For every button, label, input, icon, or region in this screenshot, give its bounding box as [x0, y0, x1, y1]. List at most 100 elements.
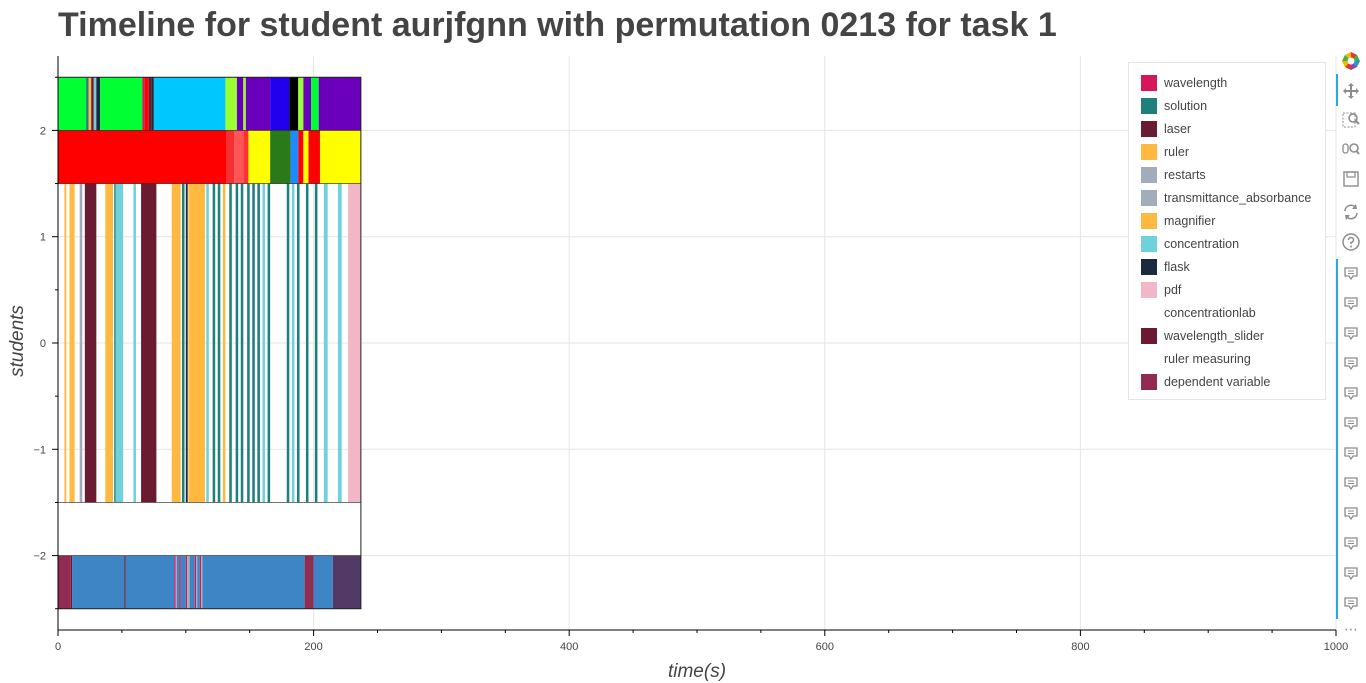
y-axis-label: students	[7, 305, 28, 377]
hover-icon[interactable]	[1340, 593, 1362, 615]
timeline-segment	[303, 77, 312, 131]
legend-item[interactable]: solution	[1129, 94, 1325, 117]
x-tick-label: 600	[816, 641, 834, 653]
legend-item[interactable]: flask	[1129, 255, 1325, 278]
pan-active-indicator	[1336, 74, 1338, 106]
legend-item[interactable]: ruler	[1129, 140, 1325, 163]
legend-item[interactable]: pdf	[1129, 278, 1325, 301]
timeline-segment	[304, 555, 314, 609]
timeline-segment	[235, 183, 239, 503]
y-tick-label: −1	[33, 444, 46, 456]
timeline-segment	[174, 555, 176, 609]
more-tools-button[interactable]: ⋯	[1344, 620, 1358, 637]
timeline-segment	[313, 555, 333, 609]
legend-item[interactable]: dependent variable	[1129, 370, 1325, 393]
timeline-segment	[323, 183, 328, 503]
legend-item[interactable]: magnifier	[1129, 209, 1325, 232]
hover-icon[interactable]	[1340, 443, 1362, 465]
hover-icon[interactable]	[1340, 563, 1362, 585]
timeline-segment	[236, 77, 244, 131]
legend-swatch	[1141, 97, 1157, 114]
y-tick-label: 1	[40, 232, 46, 244]
save-icon[interactable]	[1340, 168, 1362, 190]
timeline-segment	[151, 77, 154, 131]
legend-label: ruler measuring	[1164, 351, 1251, 366]
hover-icon[interactable]	[1340, 383, 1362, 405]
timeline-segment	[226, 130, 235, 184]
timeline-segment	[153, 77, 226, 131]
timeline-segment	[291, 183, 295, 503]
timeline-segment	[247, 183, 250, 503]
legend-label: ruler	[1164, 144, 1190, 159]
timeline-segment	[248, 130, 271, 184]
timeline-segment	[270, 130, 291, 184]
timeline-segment	[197, 555, 200, 609]
legend-item[interactable]: transmittance_absorbance	[1129, 186, 1325, 209]
legend-label: wavelength_slider	[1164, 328, 1265, 343]
timeline-segment	[72, 555, 125, 609]
legend-item[interactable]: concentration	[1129, 232, 1325, 255]
timeline-segment	[124, 555, 126, 609]
legend-label: dependent variable	[1164, 374, 1271, 389]
box-zoom-icon[interactable]	[1340, 109, 1362, 131]
legend-label: pdf	[1164, 282, 1182, 297]
timeline-segment	[199, 555, 202, 609]
hover-icon[interactable]	[1340, 503, 1362, 525]
timeline-segment	[252, 183, 255, 503]
wheel-zoom-icon[interactable]	[1340, 138, 1362, 160]
hover-icon[interactable]	[1340, 353, 1362, 375]
timeline-segment	[69, 183, 75, 503]
timeline-segment	[114, 183, 116, 503]
legend-swatch	[1141, 350, 1157, 367]
hover-icon[interactable]	[1340, 413, 1362, 435]
x-tick-label: 200	[304, 641, 322, 653]
hover-icon[interactable]	[1340, 293, 1362, 315]
legend-item[interactable]: restarts	[1129, 163, 1325, 186]
hover-icon[interactable]	[1340, 323, 1362, 345]
legend-item[interactable]: wavelength	[1129, 71, 1325, 94]
legend-label: restarts	[1164, 167, 1206, 182]
reset-icon[interactable]	[1340, 201, 1362, 223]
legend-swatch	[1141, 189, 1157, 206]
legend-item[interactable]: ruler measuring	[1129, 347, 1325, 370]
help-icon[interactable]	[1340, 231, 1362, 253]
legend-swatch	[1141, 281, 1157, 298]
toolbar: ⋯	[1336, 42, 1366, 642]
timeline-segment	[229, 183, 232, 503]
timeline-segment	[240, 183, 244, 503]
timeline-segment	[58, 555, 71, 609]
timeline-segment	[91, 77, 94, 131]
timeline-segment	[308, 130, 320, 184]
timeline-segment	[348, 183, 361, 503]
legend-swatch	[1141, 143, 1157, 160]
timeline-segment	[181, 183, 185, 503]
hover-active-indicator	[1336, 259, 1338, 619]
legend-label: transmittance_absorbance	[1164, 190, 1312, 205]
legend-label: concentrationlab	[1164, 305, 1256, 320]
x-axis-label: time(s)	[668, 661, 726, 682]
legend-item[interactable]: concentrationlab	[1129, 301, 1325, 324]
legend-swatch	[1141, 120, 1157, 137]
timeline-bars	[58, 77, 361, 609]
hover-icon[interactable]	[1340, 263, 1362, 285]
timeline-segment	[303, 130, 309, 184]
timeline-segment	[185, 555, 188, 609]
timeline-segment	[318, 77, 361, 131]
timeline-segment	[70, 555, 73, 609]
timeline-segment	[176, 555, 180, 609]
timeline-segment	[105, 183, 113, 503]
pan-icon[interactable]	[1340, 80, 1362, 102]
hover-icon[interactable]	[1340, 533, 1362, 555]
timeline-segment	[270, 77, 290, 131]
timeline-segment	[267, 183, 271, 503]
timeline-segment	[201, 555, 203, 609]
timeline-segment	[196, 555, 198, 609]
timeline-segment	[96, 77, 101, 131]
hover-icon[interactable]	[1340, 473, 1362, 495]
legend-swatch	[1141, 327, 1157, 344]
timeline-segment	[187, 555, 190, 609]
legend-item[interactable]: wavelength_slider	[1129, 324, 1325, 347]
legend-item[interactable]: laser	[1129, 117, 1325, 140]
timeline-segment	[245, 77, 271, 131]
